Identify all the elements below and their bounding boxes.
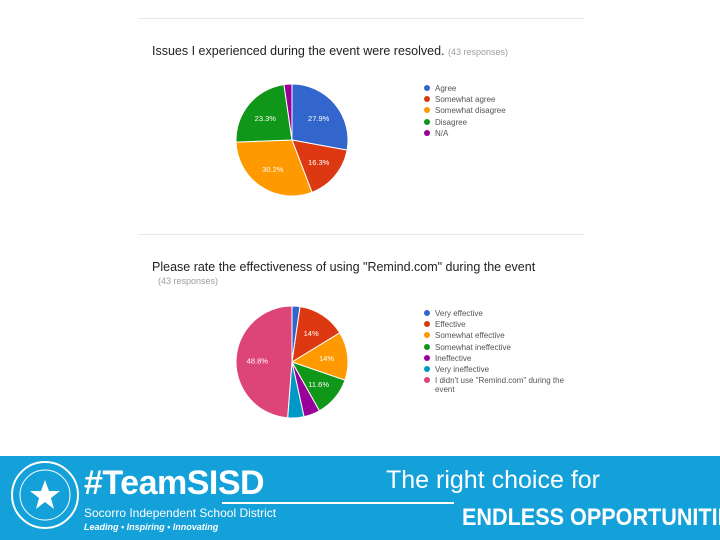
- district-name: Socorro Independent School District: [84, 506, 277, 520]
- legend-label: Effective: [435, 320, 466, 330]
- chart-1-title: Issues I experienced during the event we…: [152, 44, 508, 58]
- chart-1-legend: Agree Somewhat agree Somewhat disagree Disa…: [424, 84, 564, 140]
- legend-swatch: [424, 107, 430, 114]
- legend-label: Disagree: [435, 117, 468, 127]
- legend-item: Very ineffective: [424, 365, 574, 374]
- legend-swatch: [424, 354, 430, 361]
- slice-label-3: 30.2%: [262, 165, 284, 174]
- legend-label: Very effective: [435, 309, 483, 318]
- footer-banner: #TeamSISD Socorro Independent School Dis…: [0, 456, 720, 540]
- legend-swatch: [424, 129, 430, 136]
- legend-label: Somewhat disagree: [435, 106, 506, 116]
- legend-swatch: [424, 343, 430, 350]
- slice-label-3: 14%: [319, 354, 334, 363]
- chart-2-legend: Very effective Effective Somewhat effectiv…: [424, 309, 574, 396]
- district-motto: Leading • Inspiring • Innovating: [84, 522, 219, 532]
- slice-label-1: 27.9%: [308, 114, 330, 123]
- legend-item: N/A: [424, 129, 564, 138]
- slice-label-4: 23.3%: [255, 114, 277, 123]
- legend-swatch: [424, 96, 430, 103]
- legend-swatch: [424, 321, 430, 328]
- legend-swatch: [424, 377, 430, 384]
- legend-label: Somewhat ineffective: [435, 342, 511, 352]
- pie-slice-7: [235, 305, 293, 419]
- section-divider: [138, 234, 584, 235]
- slice-label-2: 16.3%: [308, 158, 330, 167]
- district-seal-logo: [11, 461, 79, 529]
- team-hashtag: #TeamSISD: [84, 464, 265, 502]
- slogan: ENDLESS OPPORTUNITIES.: [462, 504, 720, 531]
- legend-item: Ineffective: [424, 354, 574, 363]
- legend-swatch: [424, 365, 430, 372]
- legend-item: Somewhat disagree: [424, 106, 564, 115]
- pie-slice-1: [291, 83, 349, 151]
- legend-item: Effective: [424, 320, 574, 329]
- legend-item: Agree: [424, 84, 564, 93]
- legend-item: Disagree: [424, 118, 564, 127]
- legend-label: Somewhat effective: [435, 331, 505, 341]
- legend-label: I didn't use "Remind.com" during the eve…: [435, 376, 565, 395]
- legend-label: Somewhat agree: [435, 95, 496, 105]
- chart-2-title: Please rate the effectiveness of using "…: [152, 260, 536, 274]
- tagline: The right choice for: [386, 466, 600, 494]
- pie-slice-5: [283, 83, 293, 141]
- banner-divider: [222, 502, 454, 504]
- legend-swatch: [424, 332, 430, 339]
- chart-2-pie: 14% 14% 11.6% 48.8%: [235, 305, 349, 419]
- slice-label-4: 11.6%: [308, 380, 329, 389]
- legend-item: Very effective: [424, 309, 574, 318]
- legend-label: N/A: [435, 128, 449, 138]
- legend-swatch: [424, 310, 430, 316]
- legend-swatch: [424, 118, 430, 125]
- legend-item: Somewhat effective: [424, 331, 574, 340]
- legend-item: Somewhat ineffective: [424, 343, 574, 352]
- chart-1-pie: 27.9% 16.3% 30.2% 23.3%: [235, 83, 349, 197]
- legend-label: Ineffective: [435, 353, 472, 363]
- pie-slice-4: [235, 84, 293, 143]
- legend-item: Somewhat agree: [424, 95, 564, 104]
- legend-swatch: [424, 85, 430, 91]
- chart-1-title-text: Issues I experienced during the event we…: [152, 44, 445, 58]
- legend-label: Agree: [435, 84, 457, 93]
- chart-2-response-count: (43 responses): [158, 276, 219, 286]
- chart-1-response-count: (43 responses): [448, 47, 509, 57]
- pie-slice-2: [291, 139, 348, 193]
- slice-label-2: 14%: [304, 329, 319, 338]
- legend-item: I didn't use "Remind.com" during the eve…: [424, 376, 574, 394]
- top-divider: [138, 18, 584, 19]
- legend-label: Very ineffective: [435, 364, 490, 374]
- slice-label-7: 48.8%: [247, 357, 269, 366]
- pie-slice-3: [235, 139, 313, 197]
